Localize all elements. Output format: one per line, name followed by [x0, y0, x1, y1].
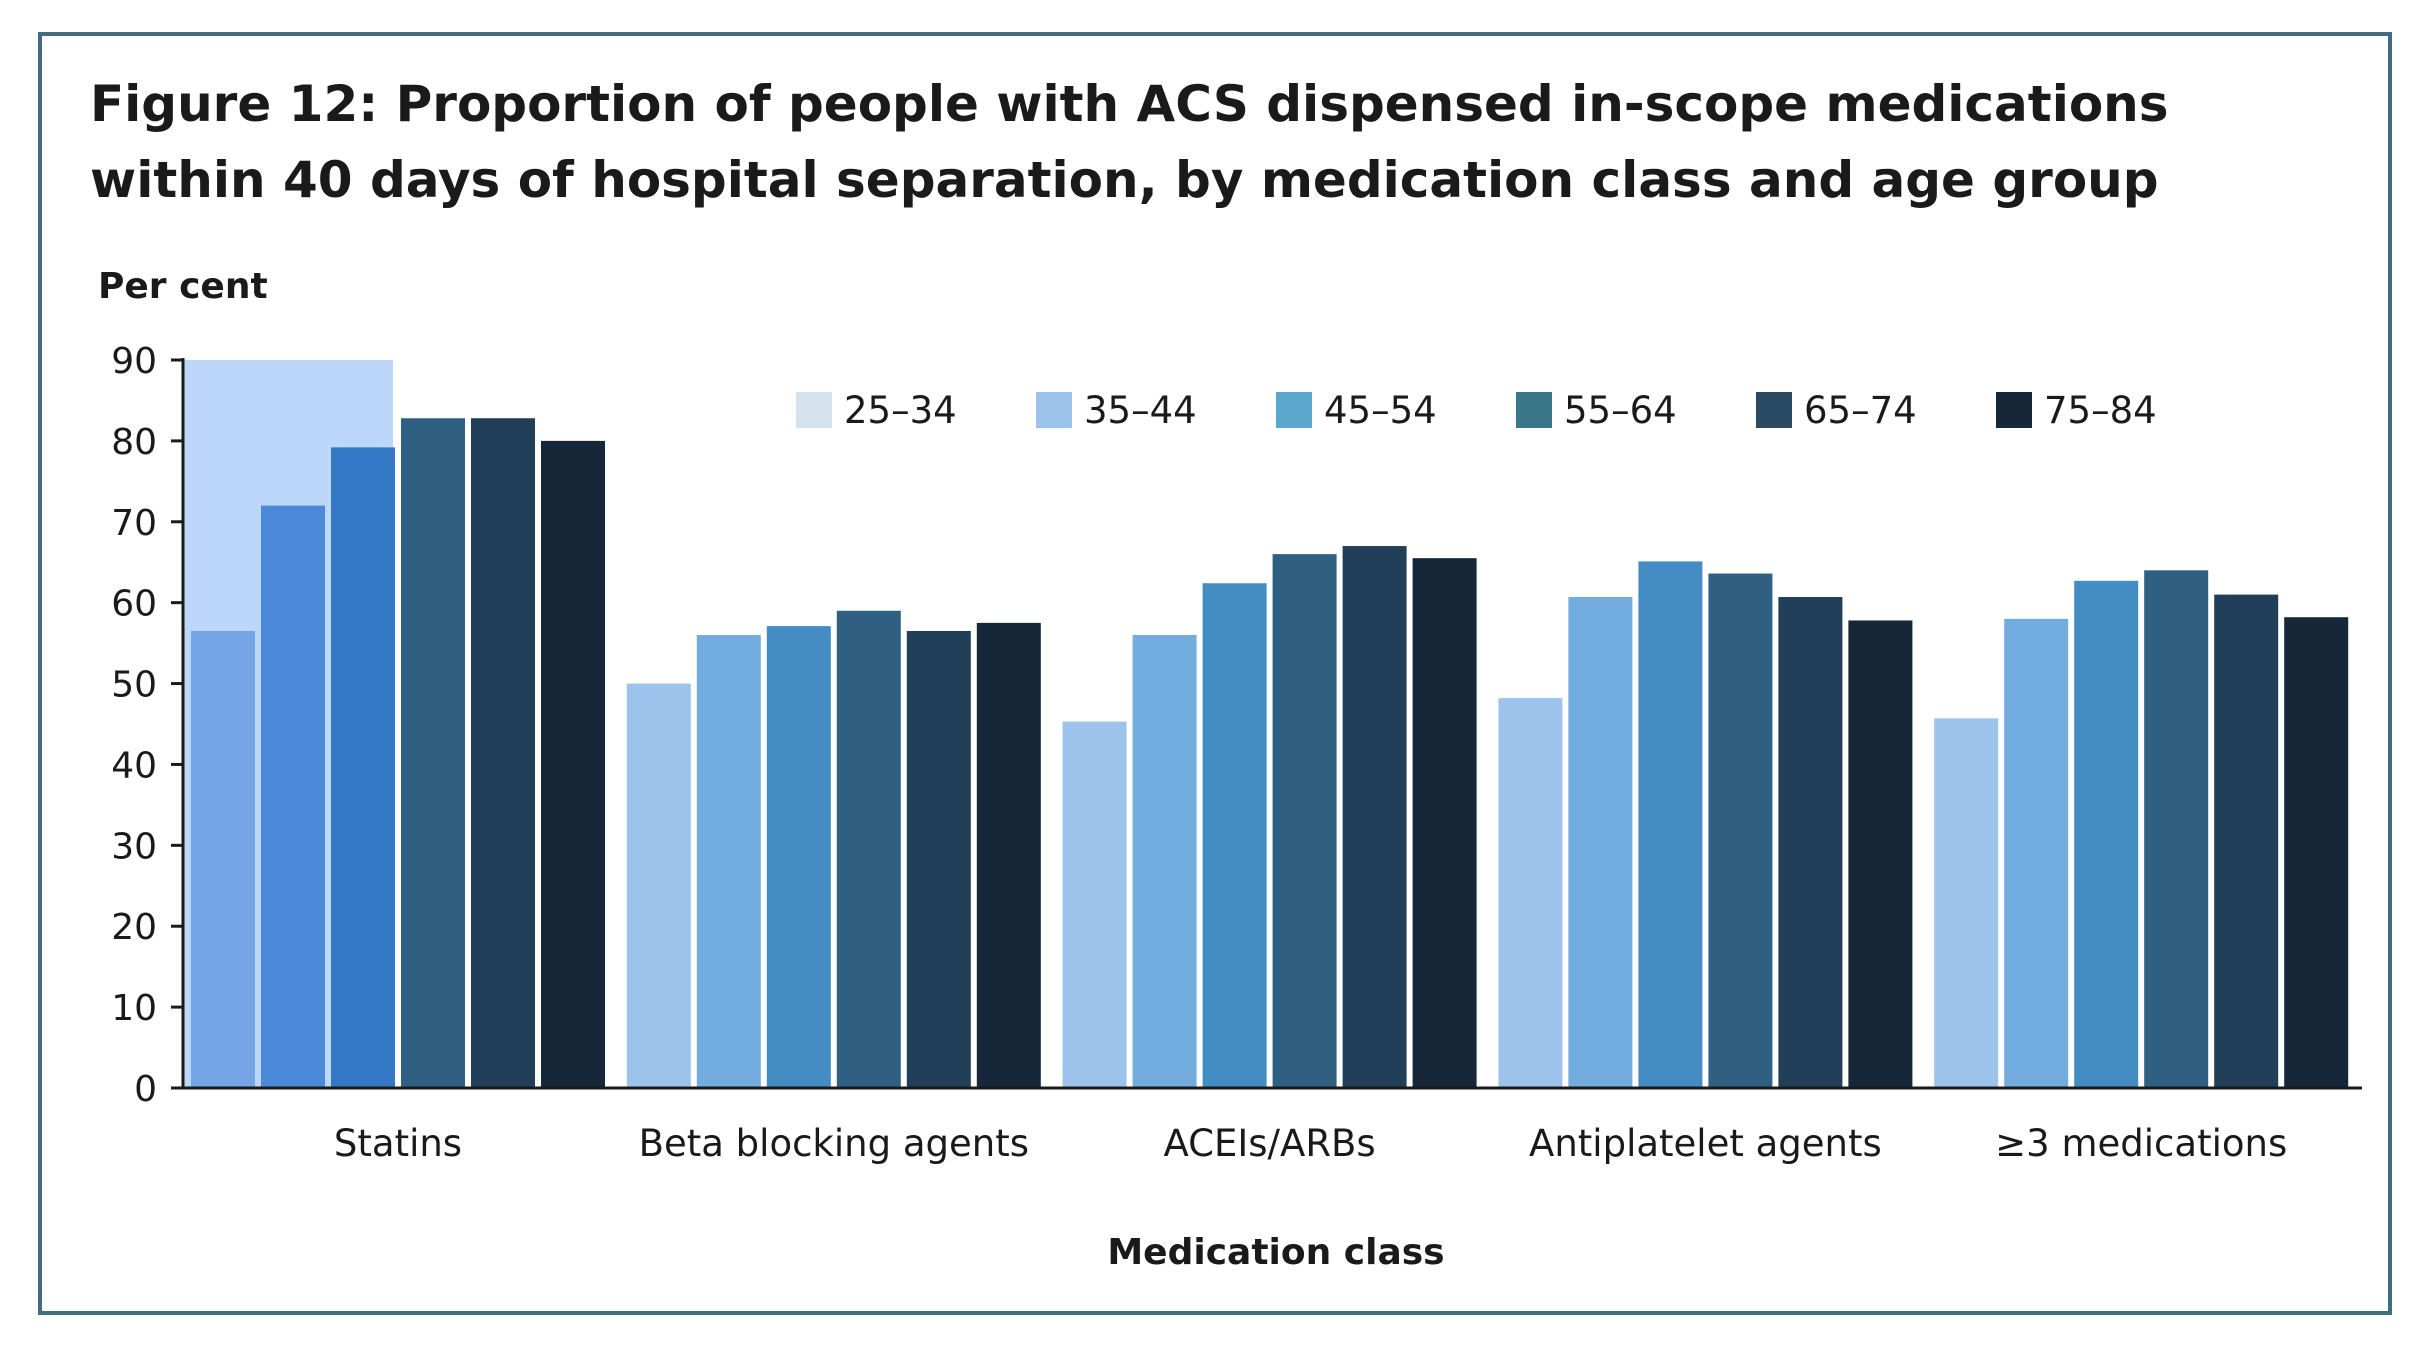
y-tick-label: 60 — [111, 584, 157, 625]
x-category-label: Beta blocking agents — [639, 1122, 1029, 1165]
legend-label: 25–34 — [844, 389, 957, 432]
legend-swatch — [796, 392, 832, 428]
legend-swatch — [1276, 392, 1312, 428]
bar[interactable] — [2074, 580, 2139, 1088]
y-tick-label: 10 — [111, 988, 157, 1029]
legend-label: 55–64 — [1564, 389, 1677, 432]
bar[interactable] — [331, 447, 395, 1088]
bar[interactable] — [696, 635, 761, 1088]
legend-label: 35–44 — [1084, 389, 1197, 432]
bar[interactable] — [1778, 597, 1843, 1088]
bar[interactable] — [1412, 558, 1477, 1088]
bar[interactable] — [1342, 546, 1407, 1088]
bar[interactable] — [1708, 573, 1773, 1088]
bar[interactable] — [401, 418, 465, 1088]
x-axis-title: Medication class — [1107, 1232, 1444, 1273]
x-category-label: Statins — [334, 1122, 462, 1165]
x-category-label: Antiplatelet agents — [1529, 1122, 1882, 1165]
legend-label: 65–74 — [1804, 389, 1917, 432]
chart-title: Figure 12: Proportion of people with ACS… — [90, 75, 2169, 209]
bar[interactable] — [2214, 594, 2279, 1088]
y-tick-label: 80 — [111, 422, 157, 463]
bar[interactable] — [471, 418, 535, 1088]
x-category-label: ≥3 medications — [1995, 1122, 2287, 1165]
y-tick-label: 90 — [111, 341, 157, 382]
y-tick-label: 40 — [111, 745, 157, 786]
bar[interactable] — [626, 683, 691, 1088]
bar[interactable] — [1062, 721, 1127, 1088]
plot-area: 0 10 20 30 40 50 60 70 80 90 Statins Beta blocking … — [111, 341, 2362, 1165]
y-tick-label: 70 — [111, 503, 157, 544]
bar[interactable] — [1132, 635, 1197, 1088]
bar[interactable] — [2004, 618, 2069, 1088]
y-tick-label: 20 — [111, 907, 157, 948]
x-category-label: ACEIs/ARBs — [1163, 1122, 1375, 1165]
bar[interactable] — [261, 505, 325, 1089]
bar[interactable] — [191, 630, 255, 1088]
legend-swatch — [1036, 392, 1072, 428]
bar[interactable] — [1638, 561, 1703, 1088]
bar[interactable] — [836, 610, 901, 1088]
bar[interactable] — [2144, 570, 2209, 1088]
bar[interactable] — [906, 630, 971, 1088]
y-tick-label: 50 — [111, 665, 157, 706]
bar[interactable] — [2284, 617, 2349, 1088]
bar[interactable] — [1934, 718, 1999, 1088]
legend-swatch — [1996, 392, 2032, 428]
bar[interactable] — [1272, 554, 1337, 1088]
legend-swatch — [1516, 392, 1552, 428]
y-tick-label: 30 — [111, 826, 157, 867]
bar[interactable] — [1498, 698, 1563, 1088]
y-axis-title: Per cent — [98, 266, 268, 307]
bar[interactable] — [541, 440, 605, 1088]
legend-label: 45–54 — [1324, 389, 1437, 432]
bar[interactable] — [976, 622, 1041, 1088]
bar[interactable] — [1848, 620, 1913, 1088]
bar[interactable] — [1202, 583, 1267, 1088]
bar[interactable] — [1568, 597, 1633, 1088]
bar[interactable] — [766, 626, 831, 1088]
legend-label: 75–84 — [2044, 389, 2157, 432]
y-tick-label: 0 — [134, 1069, 157, 1110]
legend-swatch — [1756, 392, 1792, 428]
